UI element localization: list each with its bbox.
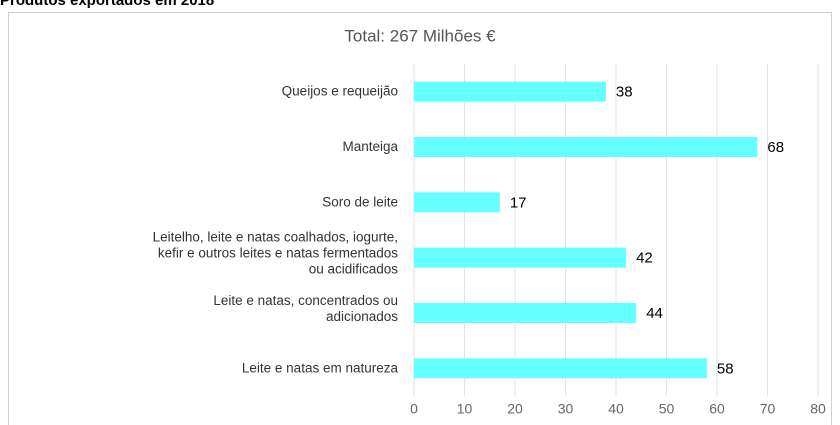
bar	[414, 137, 758, 157]
x-tick-label: 20	[507, 401, 523, 417]
value-label: 58	[717, 360, 734, 377]
x-tick-label: 70	[760, 401, 776, 417]
value-label: 17	[510, 194, 527, 211]
y-tick-label: Leite e natas, concentrados ou adicionado…	[213, 293, 398, 324]
chart-frame	[8, 12, 832, 425]
x-tick-label: 60	[709, 401, 725, 417]
y-tick-label: Soro de leite	[322, 194, 398, 209]
y-tick-label: Leite e natas em natureza	[242, 360, 399, 375]
bar	[414, 247, 627, 268]
y-tick-label: Queijos e requeijão	[282, 83, 398, 98]
value-label: 44	[646, 305, 663, 322]
x-tick-label: 40	[608, 401, 624, 417]
x-tick-label: 30	[558, 401, 574, 417]
value-label: 38	[616, 84, 633, 101]
bar	[414, 358, 707, 379]
y-tick-label: Leitelho, leite e natas coalhados, iogur…	[153, 229, 399, 276]
x-tick-label: 50	[659, 401, 675, 417]
bar	[414, 81, 606, 102]
x-tick-label: 80	[810, 401, 826, 417]
bar	[414, 303, 637, 323]
x-tick-label: 10	[457, 401, 473, 417]
chart-title: Total: 267 Milhões €	[344, 26, 496, 45]
bar	[414, 192, 500, 213]
value-label: 68	[767, 139, 784, 156]
value-label: 42	[636, 250, 653, 267]
page-title: Produtos exportados em 2018	[0, 0, 214, 9]
y-tick-label: Manteiga	[342, 139, 398, 154]
x-tick-label: 0	[410, 401, 418, 417]
